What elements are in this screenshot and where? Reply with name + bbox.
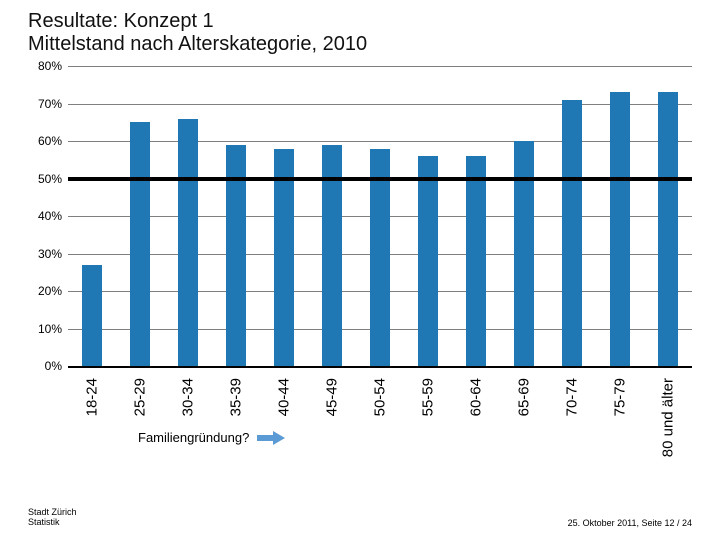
x-tick-label: 50-54 (372, 378, 389, 416)
bar (82, 265, 102, 366)
bar (418, 156, 438, 366)
y-tick-label: 30% (28, 247, 62, 261)
grid-line (68, 66, 692, 67)
y-tick-label: 70% (28, 97, 62, 111)
arrow-right-icon (257, 431, 285, 445)
bar (274, 149, 294, 367)
title-block: Resultate: Konzept 1 Mittelstand nach Al… (28, 10, 367, 56)
baseline (68, 366, 692, 368)
reference-line (68, 177, 692, 181)
y-tick-label: 10% (28, 322, 62, 336)
annotation: Familiengründung? (138, 430, 285, 445)
title-line-1: Resultate: Konzept 1 (28, 10, 367, 33)
x-tick-label: 65-69 (516, 378, 533, 416)
y-tick-label: 50% (28, 172, 62, 186)
x-tick-label: 55-59 (420, 378, 437, 416)
x-tick-label: 45-49 (324, 378, 341, 416)
x-tick-label: 40-44 (276, 378, 293, 416)
title-line-2: Mittelstand nach Alterskategorie, 2010 (28, 33, 367, 56)
footer-dept: Statistik (28, 518, 77, 528)
y-tick-label: 20% (28, 284, 62, 298)
y-tick-label: 40% (28, 209, 62, 223)
bar (466, 156, 486, 366)
bar (562, 100, 582, 366)
y-tick-label: 80% (28, 59, 62, 73)
x-tick-label: 70-74 (564, 378, 581, 416)
x-tick-label: 35-39 (228, 378, 245, 416)
x-tick-label: 18-24 (84, 378, 101, 416)
grid-line (68, 141, 692, 142)
plot-area (68, 66, 692, 366)
bar (658, 92, 678, 366)
y-tick-label: 60% (28, 134, 62, 148)
bar (514, 141, 534, 366)
x-tick-label: 80 und älter (660, 378, 677, 457)
footer-right: 25. Oktober 2011, Seite 12 / 24 (568, 518, 692, 528)
bar (178, 119, 198, 367)
x-tick-label: 75-79 (612, 378, 629, 416)
annotation-text: Familiengründung? (138, 430, 249, 445)
bar (130, 122, 150, 366)
y-tick-label: 0% (28, 359, 62, 373)
bar (610, 92, 630, 366)
x-tick-label: 25-29 (132, 378, 149, 416)
bar (370, 149, 390, 367)
footer-left: Stadt Zürich Statistik (28, 508, 77, 528)
slide: Resultate: Konzept 1 Mittelstand nach Al… (0, 0, 720, 540)
x-tick-label: 60-64 (468, 378, 485, 416)
grid-line (68, 104, 692, 105)
bar-chart: 0%10%20%30%40%50%60%70%80%18-2425-2930-3… (28, 66, 692, 456)
x-tick-label: 30-34 (180, 378, 197, 416)
